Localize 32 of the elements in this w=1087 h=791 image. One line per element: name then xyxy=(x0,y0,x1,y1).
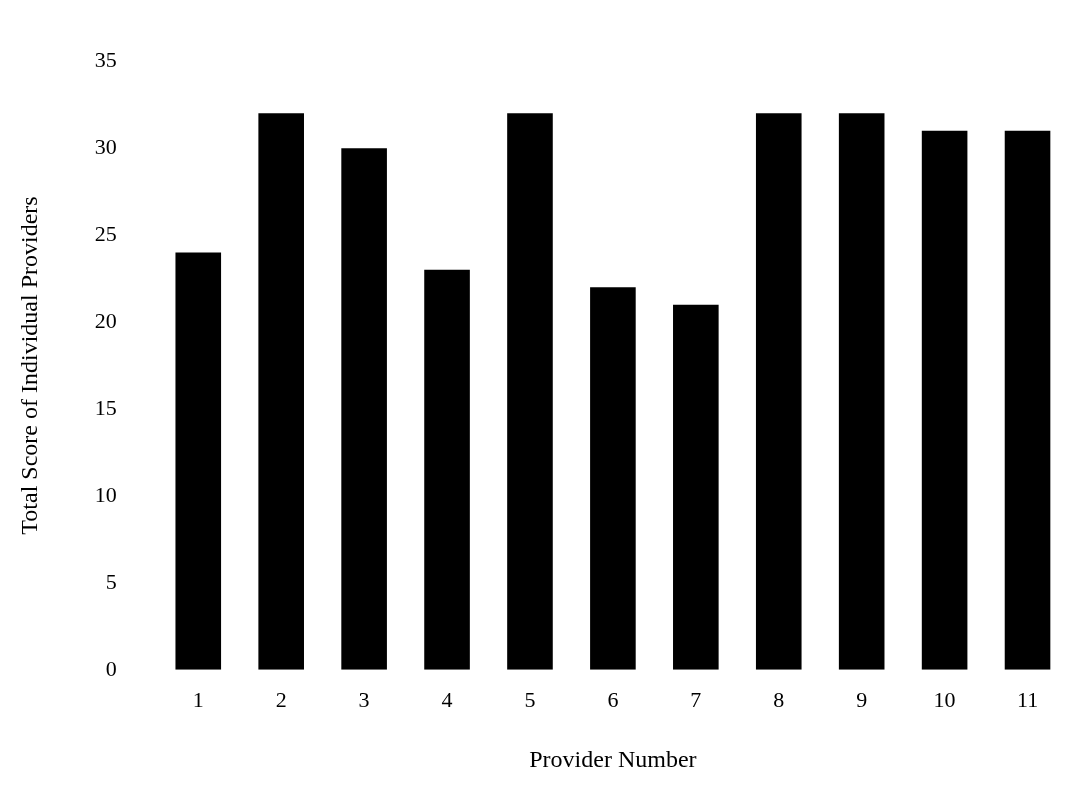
bar xyxy=(424,269,470,670)
x-tick-label: 10 xyxy=(933,686,956,712)
y-tick-label: 30 xyxy=(94,133,117,159)
x-tick-label: 1 xyxy=(192,686,204,712)
x-tick-label: 3 xyxy=(358,686,370,712)
x-axis-title: Provider Number xyxy=(529,745,697,772)
bar xyxy=(921,130,968,670)
y-tick-label: 10 xyxy=(94,481,117,507)
x-tick-label: 11 xyxy=(1016,686,1039,712)
y-tick-label: 0 xyxy=(105,655,117,681)
bar xyxy=(341,148,387,670)
x-tick-label: 7 xyxy=(690,686,702,712)
y-tick-label: 25 xyxy=(94,220,117,246)
bar xyxy=(175,252,222,670)
y-tick-label: 5 xyxy=(105,568,117,594)
y-axis-title: Total Score of Individual Providers xyxy=(15,196,42,535)
x-tick-label: 6 xyxy=(607,686,619,712)
y-tick-label: 15 xyxy=(94,394,117,420)
x-tick-label: 8 xyxy=(773,686,785,712)
x-tick-label: 5 xyxy=(524,686,536,712)
bar xyxy=(507,113,553,670)
bar xyxy=(838,113,885,670)
x-tick-label: 2 xyxy=(275,686,287,712)
y-tick-label: 35 xyxy=(94,46,117,72)
y-tick-label: 20 xyxy=(94,307,117,333)
bar xyxy=(590,287,636,670)
bar xyxy=(673,304,719,670)
x-tick-label: 9 xyxy=(856,686,868,712)
bar xyxy=(1004,130,1051,670)
bar xyxy=(755,113,802,670)
bar xyxy=(258,113,304,670)
x-tick-label: 4 xyxy=(441,686,453,712)
